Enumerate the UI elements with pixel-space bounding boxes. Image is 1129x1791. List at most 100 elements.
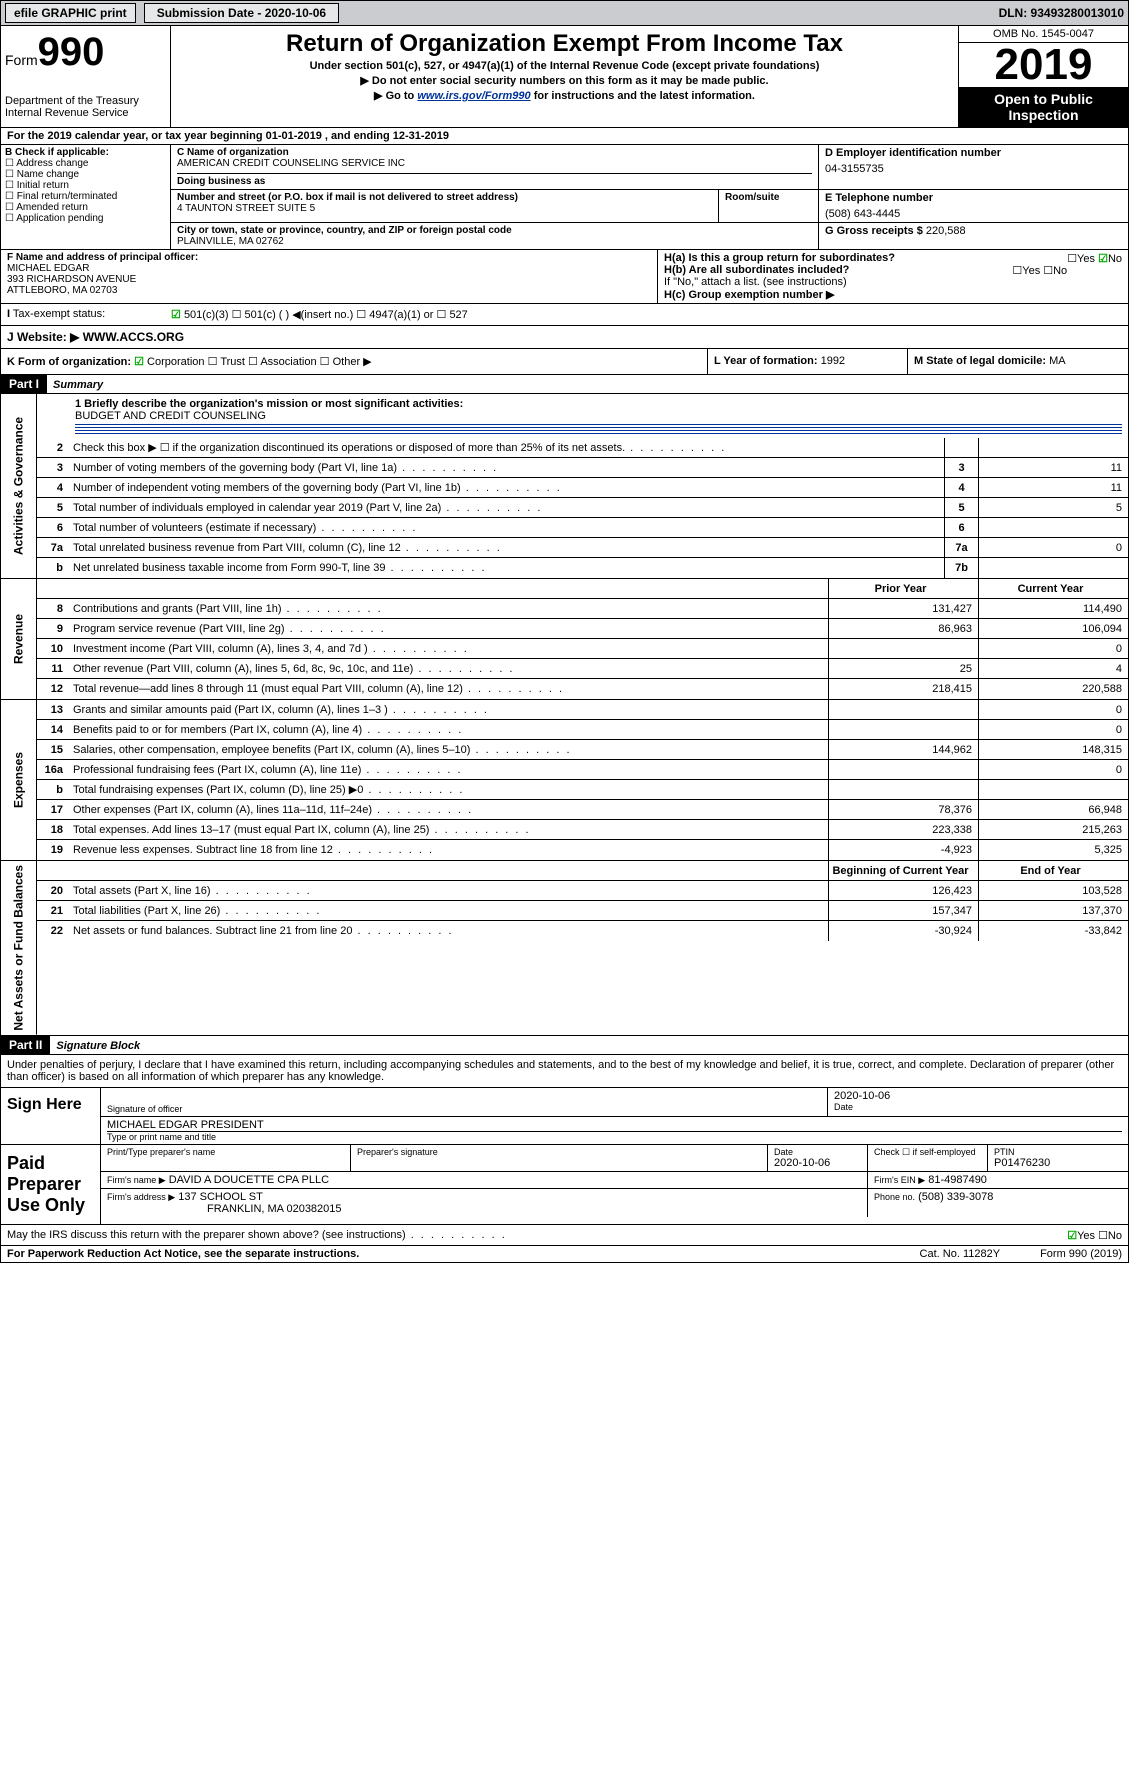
sig-officer-label: Signature of officer (107, 1104, 821, 1114)
vtab-expenses: Expenses (1, 700, 37, 860)
open-to-public: Open to Public Inspection (959, 87, 1128, 127)
instructions-link[interactable]: www.irs.gov/Form990 (417, 90, 530, 102)
room-caption: Room/suite (725, 192, 779, 203)
firm-addr: 137 SCHOOL ST (178, 1191, 263, 1203)
part1-bar: Part ISummary (0, 375, 1129, 394)
summary-line: 11Other revenue (Part VIII, column (A), … (37, 659, 1128, 679)
summary-line: 17Other expenses (Part IX, column (A), l… (37, 800, 1128, 820)
netassets-section: Net Assets or Fund Balances Beginning of… (0, 861, 1129, 1036)
mission-text: BUDGET AND CREDIT COUNSELING (75, 410, 266, 422)
summary-line: 21Total liabilities (Part X, line 26)157… (37, 901, 1128, 921)
summary-line: 8Contributions and grants (Part VIII, li… (37, 599, 1128, 619)
dln: DLN: 93493280013010 (999, 6, 1124, 20)
tax-period: For the 2019 calendar year, or tax year … (0, 128, 1129, 145)
summary-line: 13Grants and similar amounts paid (Part … (37, 700, 1128, 720)
discuss-text: May the IRS discuss this return with the… (7, 1229, 406, 1241)
summary-line: 5Total number of individuals employed in… (37, 498, 1128, 518)
summary-line: 7aTotal unrelated business revenue from … (37, 538, 1128, 558)
vtab-netassets: Net Assets or Fund Balances (1, 861, 37, 1035)
h-c: H(c) Group exemption number ▶ (664, 289, 834, 301)
begin-year-hdr: Beginning of Current Year (828, 861, 978, 880)
pra-notice: For Paperwork Reduction Act Notice, see … (7, 1248, 359, 1260)
form-header: Form990 Department of the Treasury Inter… (0, 26, 1129, 128)
summary-line: 4Number of independent voting members of… (37, 478, 1128, 498)
k-l-m-row: K Form of organization: ☑ Corporation ☐ … (0, 349, 1129, 375)
summary-line: 6Total number of volunteers (estimate if… (37, 518, 1128, 538)
street-address: 4 TAUNTON STREET SUITE 5 (177, 203, 712, 214)
chk-amended-return[interactable]: Amended return (5, 202, 166, 213)
chk-final-return[interactable]: Final return/terminated (5, 191, 166, 202)
ein-value: 04-3155735 (825, 163, 1122, 175)
prior-year-hdr: Prior Year (828, 579, 978, 598)
gross-receipts-value: 220,588 (926, 225, 966, 237)
summary-line: 16aProfessional fundraising fees (Part I… (37, 760, 1128, 780)
tax-status-row: I Tax-exempt status: ☑ 501(c)(3) ☐ 501(c… (0, 304, 1129, 326)
mission-caption: 1 Briefly describe the organization's mi… (75, 398, 463, 410)
summary-line: 18Total expenses. Add lines 13–17 (must … (37, 820, 1128, 840)
chk-address-change[interactable]: Address change (5, 158, 166, 169)
website-url[interactable]: WWW.ACCS.ORG (83, 330, 184, 344)
org-name-caption: C Name of organization (177, 147, 812, 158)
entity-block: B Check if applicable: Address change Na… (0, 145, 1129, 250)
summary-line: 9Program service revenue (Part VIII, lin… (37, 619, 1128, 639)
phone-caption: E Telephone number (825, 192, 1122, 204)
activities-governance: Activities & Governance 1 Briefly descri… (0, 394, 1129, 579)
tax-year: 2019 (959, 43, 1128, 87)
summary-line: 15Salaries, other compensation, employee… (37, 740, 1128, 760)
website-row: J Website: ▶ WWW.ACCS.ORG (0, 326, 1129, 349)
irs-label: Internal Revenue Service (5, 107, 166, 119)
ein-caption: D Employer identification number (825, 147, 1122, 159)
summary-line: 22Net assets or fund balances. Subtract … (37, 921, 1128, 941)
box-b-caption: B Check if applicable: (5, 147, 166, 158)
phone-value: (508) 643-4445 (825, 208, 1122, 220)
form-ref: Form 990 (2019) (1040, 1248, 1122, 1260)
perjury-text: Under penalties of perjury, I declare th… (1, 1055, 1128, 1087)
city-value: PLAINVILLE, MA 02762 (177, 236, 812, 247)
form-number: 990 (38, 30, 105, 74)
firm-phone: (508) 339-3078 (918, 1191, 993, 1203)
summary-line: 10Investment income (Part VIII, column (… (37, 639, 1128, 659)
h-b-note: If "No," attach a list. (see instruction… (664, 276, 1122, 288)
chk-name-change[interactable]: Name change (5, 169, 166, 180)
prep-date: 2020-10-06 (774, 1157, 861, 1169)
efile-button[interactable]: efile GRAPHIC print (5, 3, 136, 23)
chk-application-pending[interactable]: Application pending (5, 213, 166, 224)
city-caption: City or town, state or province, country… (177, 225, 512, 236)
gross-receipts-caption: G Gross receipts $ (825, 225, 923, 237)
summary-line: 20Total assets (Part X, line 16)126,4231… (37, 881, 1128, 901)
form-title: Return of Organization Exempt From Incom… (175, 30, 954, 58)
summary-line: 3Number of voting members of the governi… (37, 458, 1128, 478)
org-name: AMERICAN CREDIT COUNSELING SERVICE INC (177, 158, 812, 169)
top-bar: efile GRAPHIC print Submission Date - 20… (0, 0, 1129, 26)
summary-line: bTotal fundraising expenses (Part IX, co… (37, 780, 1128, 800)
expenses-section: Expenses 13Grants and similar amounts pa… (0, 700, 1129, 861)
addr-caption: Number and street (or P.O. box if mail i… (177, 192, 518, 203)
state-domicile: MA (1049, 355, 1066, 367)
vtab-revenue: Revenue (1, 579, 37, 699)
paid-preparer-label: Paid Preparer Use Only (1, 1145, 101, 1224)
dba-caption: Doing business as (177, 176, 265, 187)
signer-name: MICHAEL EDGAR PRESIDENT (107, 1119, 1122, 1132)
officer-name: MICHAEL EDGAR (7, 263, 651, 274)
summary-line: 19Revenue less expenses. Subtract line 1… (37, 840, 1128, 860)
sig-date: 2020-10-06 (834, 1090, 1122, 1102)
year-formation: 1992 (821, 355, 845, 367)
chk-initial-return[interactable]: Initial return (5, 180, 166, 191)
form-prefix: Form (5, 52, 38, 68)
officer-addr1: 393 RICHARDSON AVENUE (7, 274, 651, 285)
page-footer: For Paperwork Reduction Act Notice, see … (0, 1246, 1129, 1263)
submission-date: Submission Date - 2020-10-06 (144, 3, 339, 23)
firm-ein: 81-4987490 (928, 1174, 987, 1186)
current-year-hdr: Current Year (978, 579, 1128, 598)
subtitle-2: ▶ Do not enter social security numbers o… (175, 74, 954, 87)
cat-no: Cat. No. 11282Y (920, 1248, 1001, 1260)
sign-here-label: Sign Here (1, 1088, 101, 1144)
h-b: H(b) Are all subordinates included? (664, 264, 849, 276)
vtab-ag: Activities & Governance (1, 394, 37, 578)
officer-h-block: F Name and address of principal officer:… (0, 250, 1129, 304)
officer-addr2: ATTLEBORO, MA 02703 (7, 285, 651, 296)
h-a: H(a) Is this a group return for subordin… (664, 252, 895, 264)
officer-caption: F Name and address of principal officer: (7, 252, 198, 263)
part2-bar: Part IISignature Block (0, 1036, 1129, 1055)
signature-block: Under penalties of perjury, I declare th… (0, 1055, 1129, 1246)
